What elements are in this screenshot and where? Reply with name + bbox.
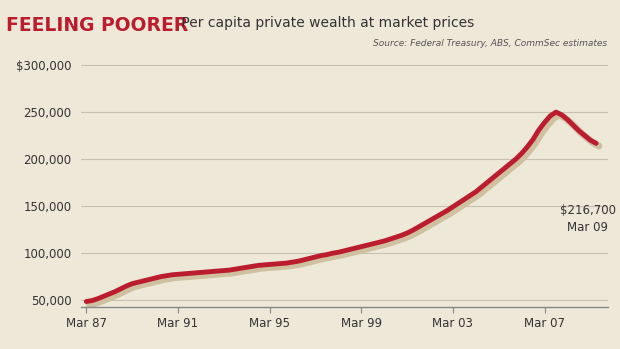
Text: Source: Federal Treasury, ABS, CommSec estimates: Source: Federal Treasury, ABS, CommSec e… bbox=[373, 39, 608, 48]
Text: FEELING POORER: FEELING POORER bbox=[6, 16, 188, 35]
Text: $216,700
Mar 09: $216,700 Mar 09 bbox=[560, 204, 616, 234]
Text: Per capita private wealth at market prices: Per capita private wealth at market pric… bbox=[177, 16, 474, 30]
